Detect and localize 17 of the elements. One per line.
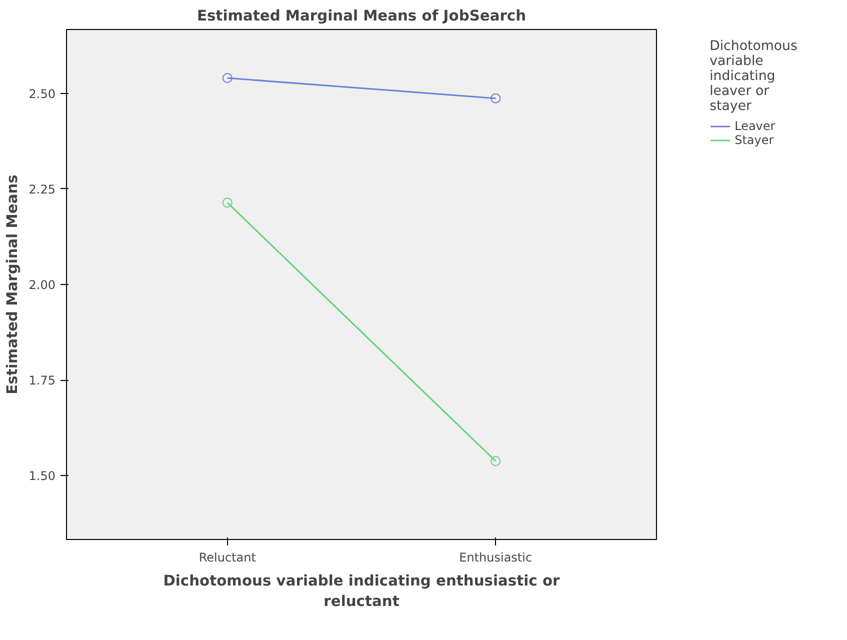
x-axis-title: Dichotomous variable indicating enthusiastic or reluctant [163,572,561,610]
y-tick-label: 2.50 [28,86,56,101]
y-tick-label: 1.75 [28,374,56,388]
point [490,456,501,466]
legend-title: Dichotomous variable indicating leaver or stayer [710,39,798,114]
y-tick-label: 2.25 [28,182,56,196]
y-axis-title: Estimated Marginal Means [4,174,21,394]
legend-label: Leaver [734,119,776,133]
legend-label: Stayer [734,133,774,147]
x-tick-label: Enthusiastic [459,550,532,564]
point [490,93,501,104]
point [222,198,232,208]
x-tick-label: Reluctant [198,550,256,564]
y-tick-label: 2.00 [28,278,56,292]
point [222,73,232,84]
chart-title: Estimated Marginal Means of JobSearch [196,8,526,24]
y-tick-label: 1.50 [28,469,56,484]
